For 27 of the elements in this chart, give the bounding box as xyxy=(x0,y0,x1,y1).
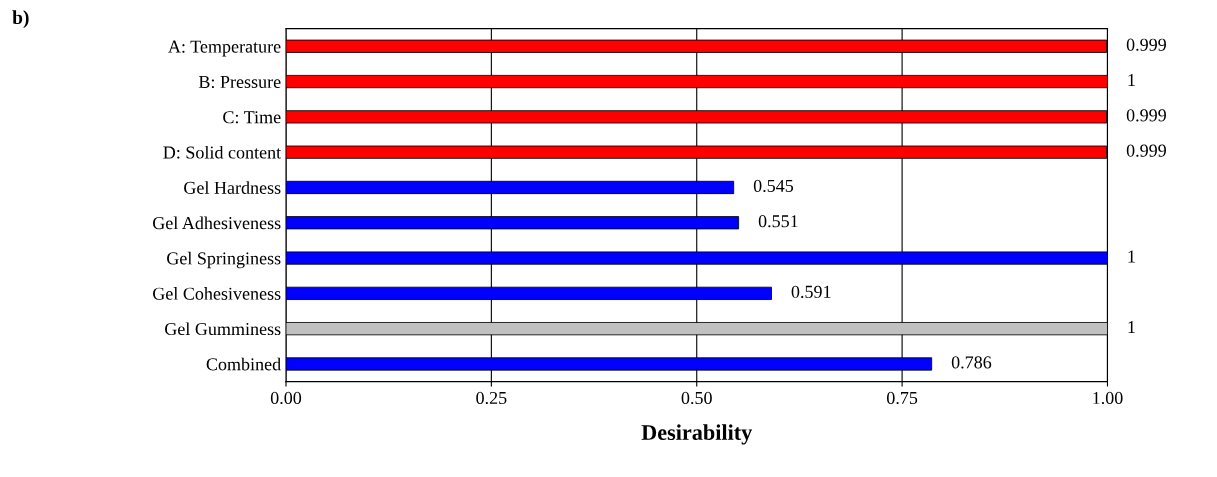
y-tick-label: Gel Cohesiveness xyxy=(152,287,281,300)
x-tick-label: 0.00 xyxy=(270,391,302,405)
y-tick-label: B: Pressure xyxy=(198,76,281,89)
data-label: 1 xyxy=(1128,250,1135,263)
y-tick-label: D: Solid content xyxy=(163,145,282,159)
data-label: 0.999 xyxy=(1126,144,1166,157)
y-tick-label: A: Temperature xyxy=(168,40,281,57)
text: b) xyxy=(12,10,29,28)
y-tick-label: Gel Adhesiveness xyxy=(152,216,281,230)
y-tick-label: Combined xyxy=(206,357,281,371)
y-tick-label: Gel Springiness xyxy=(167,251,281,269)
x-tick-label: 0.25 xyxy=(476,391,507,405)
data-label: 0.786 xyxy=(951,356,992,369)
y-tick-label: Gel Gumminess xyxy=(165,322,281,336)
data-label: 0.551 xyxy=(758,215,798,228)
data-label: 0.545 xyxy=(753,179,794,193)
x-tick-label: 1.00 xyxy=(1093,391,1123,405)
data-label: 1 xyxy=(1128,321,1135,333)
data-label: 0.591 xyxy=(791,285,831,298)
data-label: 1 xyxy=(1128,73,1135,86)
x-tick-label: 0.50 xyxy=(681,391,712,405)
x-tick-label: 0.75 xyxy=(886,391,918,405)
data-label: 0.999 xyxy=(1126,109,1166,122)
y-tick-label: Gel Hardness xyxy=(184,181,281,194)
y-tick-label: C: Time xyxy=(223,111,281,124)
data-label: 0.999 xyxy=(1126,38,1166,51)
x-axis-title: Desirability xyxy=(641,424,753,445)
